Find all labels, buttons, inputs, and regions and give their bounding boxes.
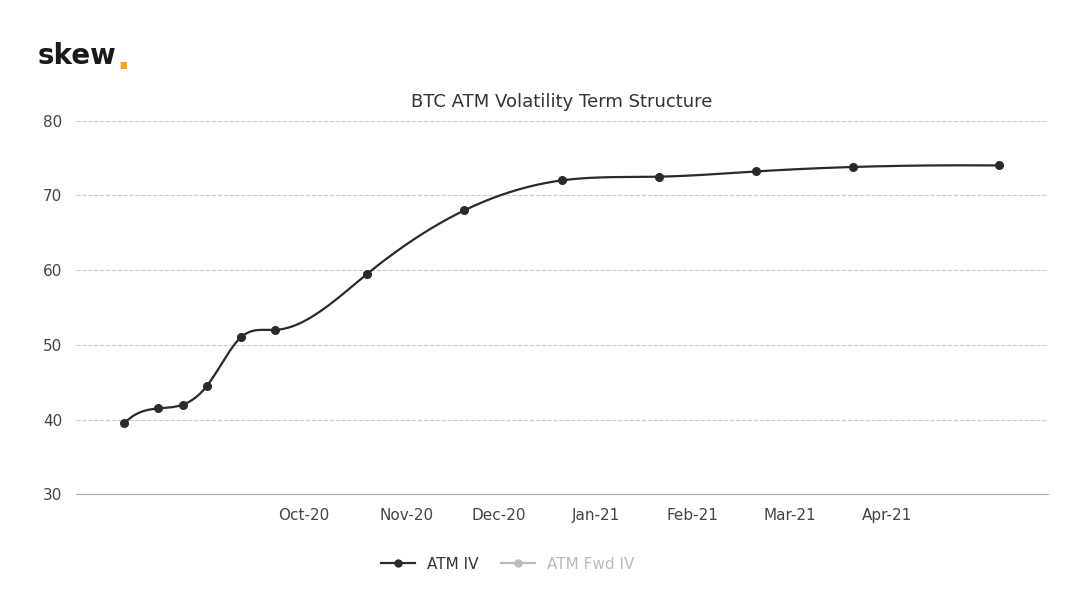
Text: skew: skew: [38, 42, 117, 70]
Legend: ATM IV, ATM Fwd IV: ATM IV, ATM Fwd IV: [375, 551, 640, 578]
Title: BTC ATM Volatility Term Structure: BTC ATM Volatility Term Structure: [410, 93, 713, 111]
Text: .: .: [117, 42, 131, 76]
